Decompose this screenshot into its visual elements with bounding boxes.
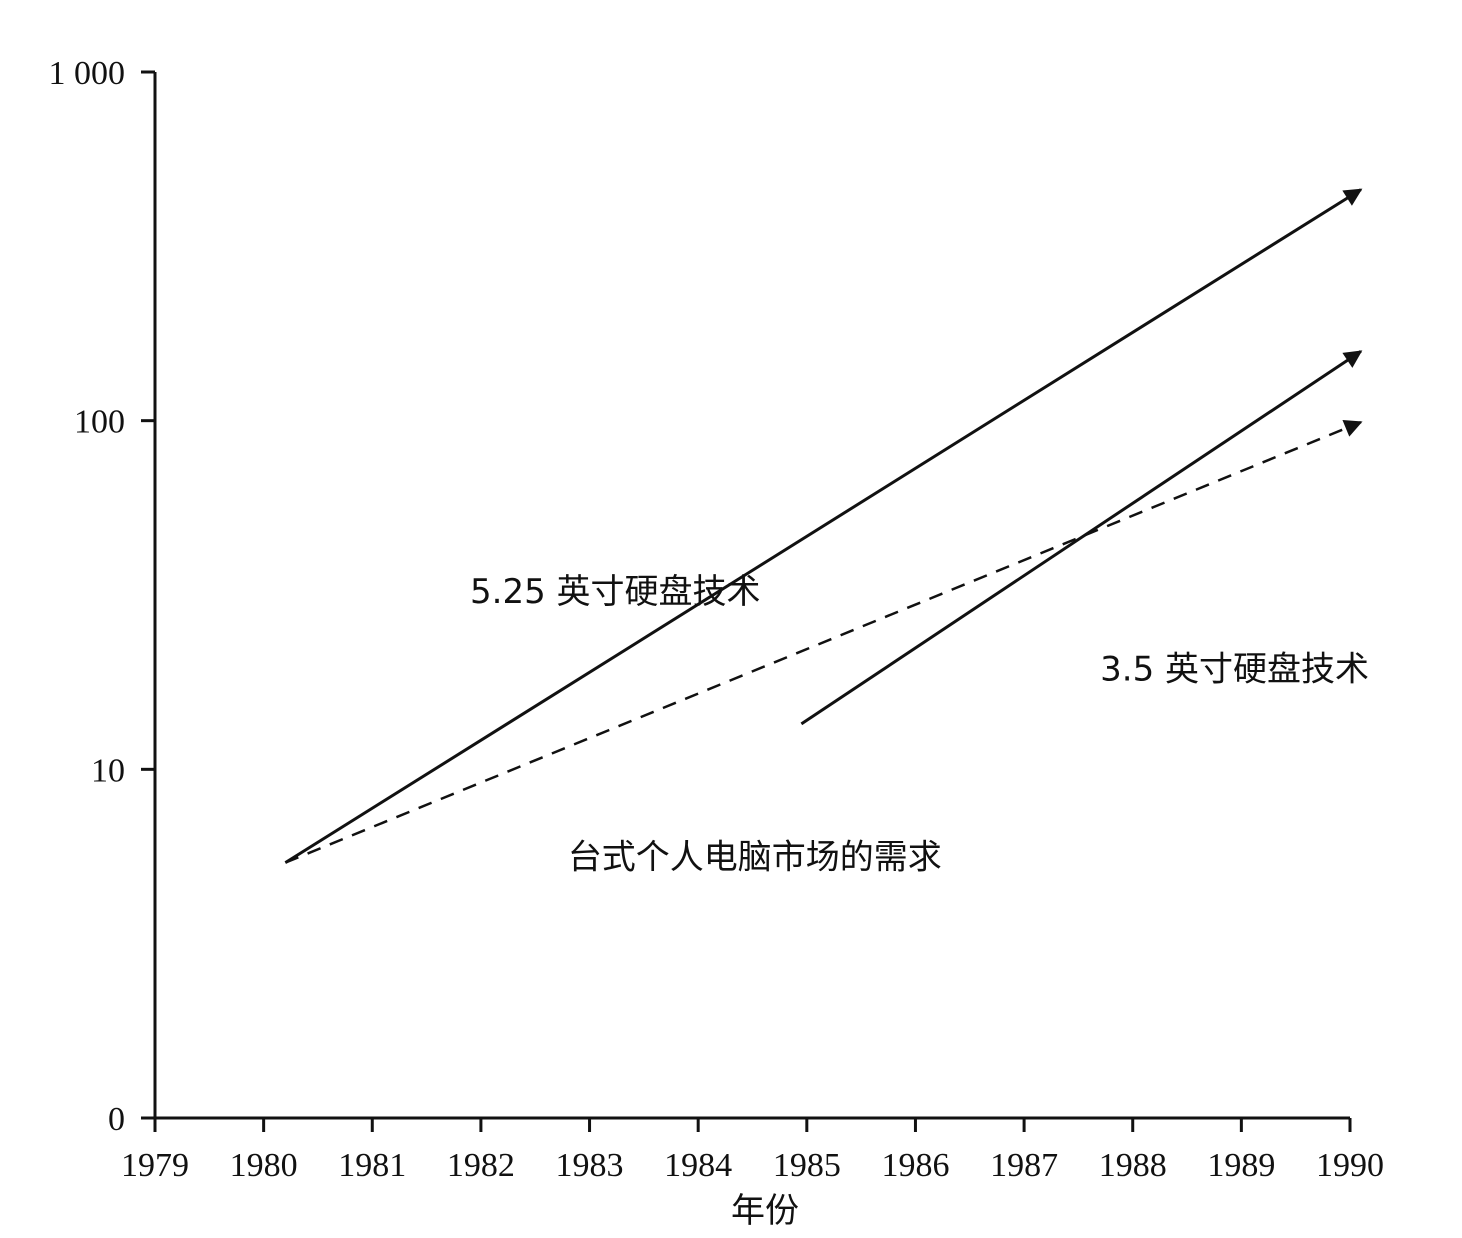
x-tick-label: 1979 [121,1147,189,1184]
x-tick-label: 1989 [1207,1147,1275,1184]
y-tick-label: 100 [74,404,125,441]
x-tick-label: 1985 [773,1147,841,1184]
x-tick-label: 1984 [664,1147,732,1184]
x-tick-label: 1982 [447,1147,515,1184]
series-lines [284,188,1363,864]
x-tick-label: 1980 [230,1147,298,1184]
x-tick-label: 1990 [1316,1147,1384,1184]
series-line-2 [800,350,1363,726]
y-tick-label: 10 [91,752,125,789]
series-line-1 [284,188,1363,864]
x-axis-ticks: 1979 1980 1981 1982 1983 1984 1985 1986 1987 1988… [121,1118,1384,1184]
x-axis-title: 年份 [731,1191,799,1231]
x-tick-label: 1988 [1099,1147,1167,1184]
series-label-1: 5.25 英寸硬盘技术 [470,572,761,612]
series-label-2: 3.5 英寸硬盘技术 [1100,649,1369,689]
series-line-3 [284,419,1363,864]
series-label-3: 台式个人电脑市场的需求 [568,837,942,877]
x-tick-label: 1981 [338,1147,406,1184]
y-tick-label: 0 [108,1101,125,1138]
y-tick-label: 1 000 [49,55,126,92]
x-tick-label: 1983 [556,1147,624,1184]
x-tick-label: 1986 [881,1147,949,1184]
x-tick-label: 1987 [990,1147,1058,1184]
y-axis-ticks: 0 10 100 1 000 [49,55,155,1138]
